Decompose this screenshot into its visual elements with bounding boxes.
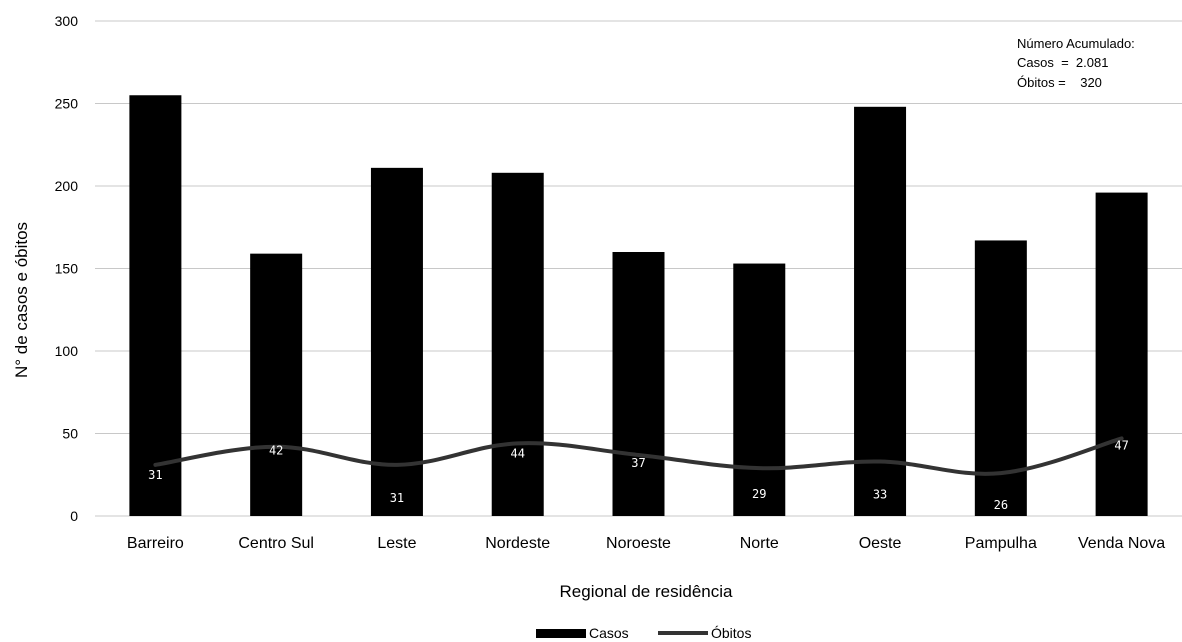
- legend-swatch-casos: [536, 629, 586, 638]
- bar-casos-leste: [370, 167, 423, 516]
- bar-casos-norte: [733, 263, 786, 516]
- x-category-label: Barreiro: [127, 535, 184, 552]
- x-category-label: Pampulha: [965, 535, 1037, 552]
- bar-casos-barreiro: [129, 95, 182, 516]
- legend: Casos Óbitos: [536, 625, 751, 641]
- y-tick-label: 150: [55, 261, 79, 277]
- x-category-label: Venda Nova: [1078, 535, 1165, 552]
- data-label-obitos: 42: [269, 444, 283, 458]
- x-axis-categories: Barreiro Centro Sul Leste Nordeste Noroeste N…: [127, 535, 1165, 552]
- x-category-label: Leste: [377, 535, 416, 552]
- line-obitos-path: [153, 436, 1124, 476]
- bar-casos-noroeste: [612, 252, 665, 516]
- y-tick-label: 200: [55, 178, 79, 194]
- x-category-label: Centro Sul: [238, 535, 314, 552]
- x-category-label: Noroeste: [606, 535, 671, 552]
- y-tick-label: 100: [55, 343, 79, 359]
- annotation-box: Número Acumulado: Casos = 2.081 Óbitos =…: [1017, 36, 1135, 90]
- annotation-title: Número Acumulado:: [1017, 36, 1135, 51]
- y-tick-label: 50: [62, 426, 78, 442]
- bar-casos-centro-sul: [250, 253, 303, 516]
- y-tick-label: 250: [55, 96, 79, 112]
- legend-label-obitos: Óbitos: [711, 625, 751, 641]
- bar-casos-venda-nova: [1095, 192, 1148, 516]
- x-category-label: Oeste: [859, 535, 902, 552]
- line-obitos: [153, 436, 1124, 476]
- x-category-label: Norte: [740, 535, 779, 552]
- bars-casos: [129, 95, 1148, 517]
- bar-casos-nordeste: [491, 172, 544, 517]
- x-axis-title: Regional de residência: [560, 582, 733, 601]
- y-axis-ticks: 0 50 100 150 200 250 300: [55, 13, 79, 524]
- data-label-obitos: 29: [752, 487, 766, 501]
- y-tick-label: 300: [55, 13, 79, 29]
- y-tick-label: 0: [70, 508, 78, 524]
- legend-label-casos: Casos: [589, 625, 629, 641]
- annotation-obitos: Óbitos = 320: [1017, 75, 1102, 90]
- y-axis-title: N° de casos e óbitos: [12, 222, 31, 378]
- data-label-obitos: 31: [148, 468, 162, 482]
- data-label-obitos: 33: [873, 488, 887, 502]
- x-category-label: Nordeste: [485, 535, 550, 552]
- data-labels-obitos: 31 42 31 44 37 29 33 26 47: [148, 438, 1129, 512]
- data-label-obitos: 44: [510, 446, 524, 460]
- bar-casos-oeste: [854, 106, 907, 517]
- data-label-obitos: 31: [390, 491, 404, 505]
- annotation-casos: Casos = 2.081: [1017, 55, 1108, 70]
- data-label-obitos: 37: [631, 456, 645, 470]
- data-label-obitos: 47: [1114, 438, 1128, 452]
- data-label-obitos: 26: [994, 498, 1008, 512]
